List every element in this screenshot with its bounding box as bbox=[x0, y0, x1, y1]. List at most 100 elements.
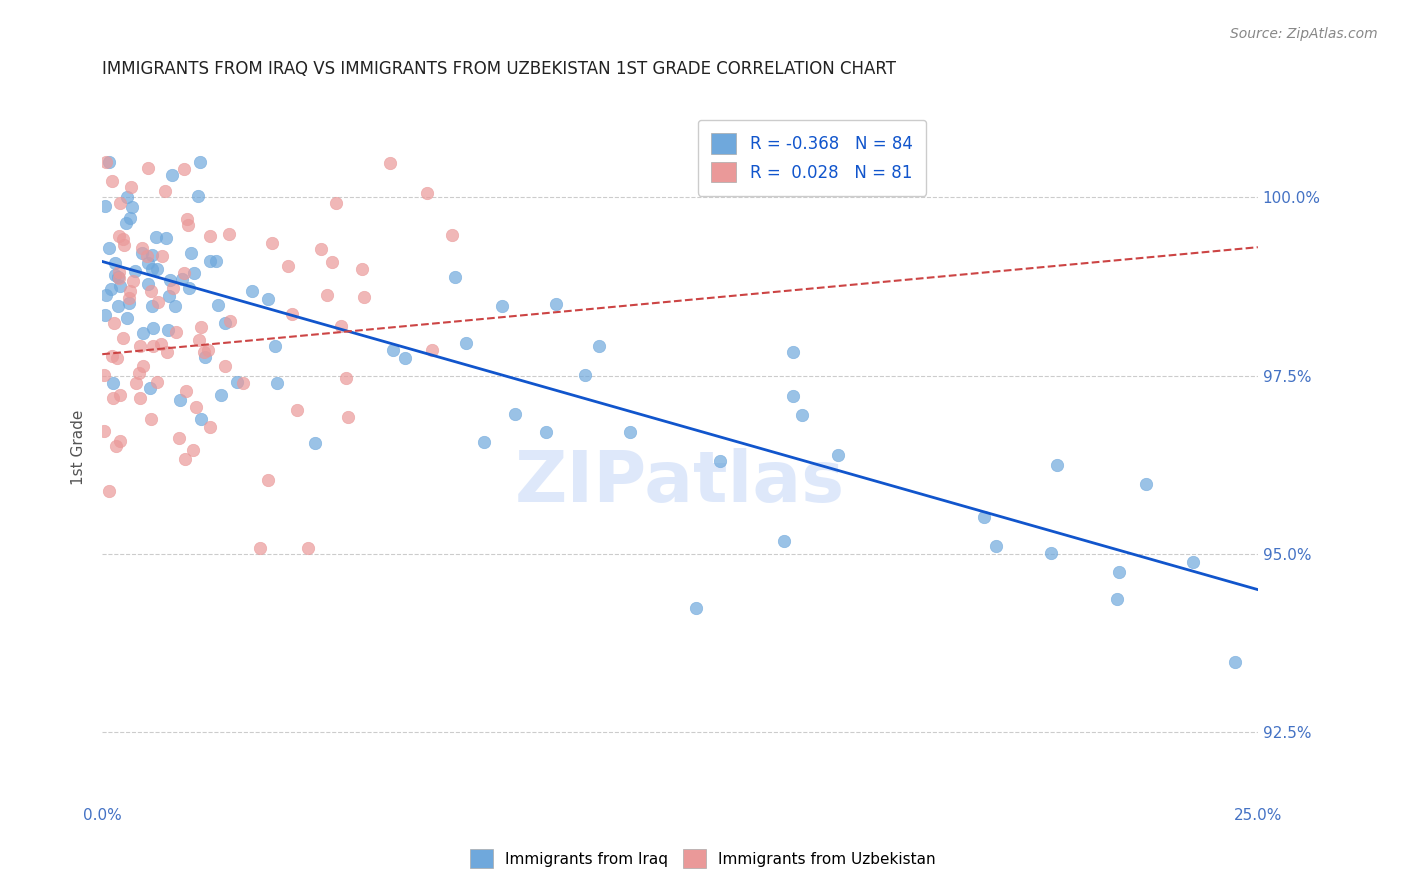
Point bbox=[249, 541, 271, 555]
Point bbox=[1135, 476, 1157, 491]
Point bbox=[574, 368, 596, 383]
Point bbox=[115, 189, 138, 203]
Point bbox=[394, 351, 416, 366]
Point bbox=[100, 282, 122, 296]
Point bbox=[107, 229, 129, 244]
Point bbox=[544, 296, 567, 310]
Point bbox=[139, 381, 162, 395]
Point bbox=[330, 318, 353, 333]
Point bbox=[309, 243, 332, 257]
Point bbox=[93, 199, 115, 213]
Point bbox=[207, 298, 229, 312]
Point bbox=[156, 323, 179, 337]
Point bbox=[285, 403, 308, 417]
Point bbox=[266, 376, 288, 390]
Point bbox=[503, 407, 526, 421]
Point bbox=[257, 473, 280, 487]
Point bbox=[214, 359, 236, 373]
Point bbox=[118, 296, 141, 310]
Point bbox=[93, 424, 115, 438]
Point bbox=[200, 254, 222, 268]
Point bbox=[94, 287, 117, 301]
Point bbox=[619, 425, 641, 439]
Point bbox=[188, 333, 211, 347]
Point bbox=[177, 218, 200, 232]
Point bbox=[146, 375, 169, 389]
Point bbox=[325, 196, 347, 211]
Point bbox=[790, 408, 813, 422]
Point bbox=[142, 339, 165, 353]
Point bbox=[444, 270, 467, 285]
Point bbox=[1223, 655, 1246, 669]
Point bbox=[188, 154, 211, 169]
Point bbox=[112, 238, 135, 252]
Point bbox=[108, 388, 131, 402]
Point bbox=[142, 321, 165, 335]
Point bbox=[117, 291, 139, 305]
Point bbox=[277, 259, 299, 273]
Point bbox=[176, 212, 198, 227]
Point bbox=[120, 180, 142, 194]
Point bbox=[204, 253, 226, 268]
Point bbox=[125, 376, 148, 391]
Point bbox=[169, 392, 191, 407]
Point bbox=[108, 434, 131, 448]
Point bbox=[138, 256, 160, 270]
Point bbox=[173, 162, 195, 177]
Point bbox=[352, 262, 374, 277]
Point bbox=[107, 269, 129, 284]
Point bbox=[316, 288, 339, 302]
Point bbox=[169, 431, 191, 445]
Point bbox=[440, 227, 463, 242]
Point bbox=[100, 174, 122, 188]
Point bbox=[456, 336, 478, 351]
Point bbox=[159, 273, 181, 287]
Point bbox=[297, 541, 319, 555]
Point bbox=[93, 308, 115, 322]
Point bbox=[197, 343, 219, 357]
Point bbox=[1182, 555, 1205, 569]
Point bbox=[141, 247, 163, 261]
Point bbox=[128, 391, 150, 405]
Point bbox=[226, 376, 249, 390]
Point bbox=[378, 156, 401, 170]
Point bbox=[121, 200, 143, 214]
Point bbox=[150, 249, 173, 263]
Point bbox=[782, 345, 804, 359]
Point bbox=[107, 299, 129, 313]
Point bbox=[534, 425, 557, 439]
Point bbox=[107, 265, 129, 279]
Point bbox=[112, 231, 135, 245]
Point bbox=[104, 255, 127, 269]
Point bbox=[986, 539, 1008, 553]
Point bbox=[827, 448, 849, 462]
Point bbox=[491, 299, 513, 313]
Point bbox=[157, 289, 180, 303]
Point bbox=[122, 274, 145, 288]
Point bbox=[156, 345, 179, 359]
Text: Source: ZipAtlas.com: Source: ZipAtlas.com bbox=[1230, 27, 1378, 41]
Point bbox=[181, 442, 204, 457]
Point bbox=[173, 266, 195, 280]
Point bbox=[200, 419, 222, 434]
Point bbox=[474, 434, 496, 449]
Point bbox=[174, 384, 197, 398]
Point bbox=[353, 290, 375, 304]
Point bbox=[214, 317, 236, 331]
Y-axis label: 1st Grade: 1st Grade bbox=[72, 409, 86, 484]
Point bbox=[131, 246, 153, 260]
Point bbox=[97, 241, 120, 255]
Point bbox=[136, 161, 159, 175]
Point bbox=[165, 326, 187, 340]
Point bbox=[335, 371, 357, 385]
Point bbox=[131, 241, 153, 255]
Point bbox=[131, 326, 153, 340]
Point bbox=[136, 277, 159, 292]
Point bbox=[120, 284, 142, 298]
Point bbox=[190, 411, 212, 425]
Point bbox=[262, 235, 284, 250]
Point bbox=[128, 366, 150, 380]
Point bbox=[145, 230, 167, 244]
Point bbox=[381, 343, 404, 357]
Point bbox=[132, 359, 155, 374]
